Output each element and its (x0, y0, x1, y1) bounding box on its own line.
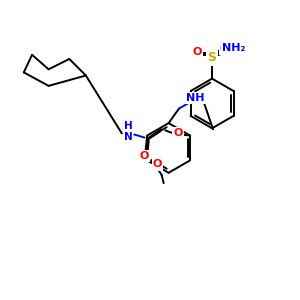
Text: O: O (153, 160, 162, 170)
Text: H
N: H N (124, 121, 132, 142)
Text: O: O (193, 47, 202, 57)
Text: NH₂: NH₂ (222, 43, 245, 52)
Text: NH: NH (186, 93, 205, 103)
Text: O: O (220, 44, 229, 54)
Text: S: S (208, 51, 217, 64)
Text: O: O (173, 128, 182, 138)
Text: O: O (140, 151, 149, 161)
